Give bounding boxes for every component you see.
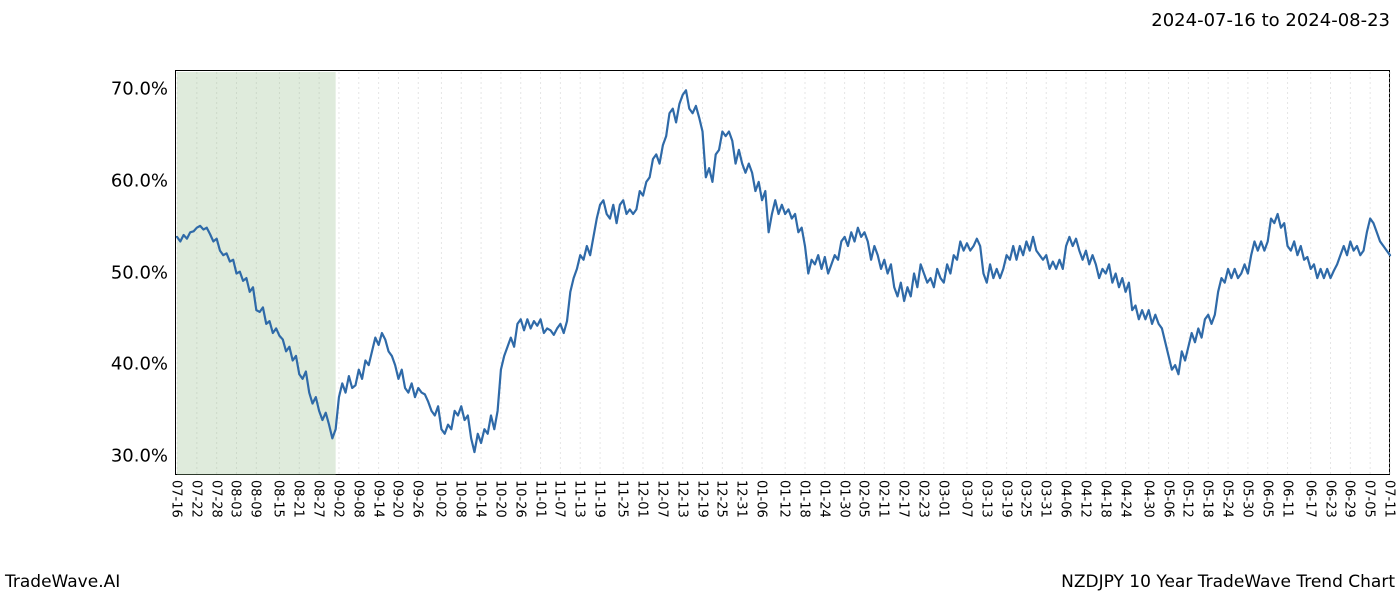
date-range-label: 2024-07-16 to 2024-08-23 bbox=[1151, 10, 1390, 31]
x-tick-label: 03-01 bbox=[935, 480, 950, 518]
x-tick-label: 11-19 bbox=[592, 480, 607, 518]
x-tick-label: 03-19 bbox=[998, 480, 1013, 518]
x-tick-label: 02-17 bbox=[896, 480, 911, 518]
x-tick-label: 01-12 bbox=[777, 480, 792, 518]
x-tick-label: 10-08 bbox=[453, 480, 468, 518]
x-tick-label: 04-30 bbox=[1140, 480, 1155, 518]
x-tick-label: 01-18 bbox=[796, 480, 811, 518]
footer-brand: TradeWave.AI bbox=[5, 572, 120, 592]
x-tick-label: 08-09 bbox=[248, 480, 263, 518]
x-tick-label: 10-20 bbox=[492, 480, 507, 518]
x-tick-label: 07-11 bbox=[1382, 480, 1397, 518]
x-tick-label: 04-18 bbox=[1097, 480, 1112, 518]
x-tick-label: 06-05 bbox=[1259, 480, 1274, 518]
x-tick-label: 03-13 bbox=[978, 480, 993, 518]
x-tick-label: 07-16 bbox=[169, 480, 184, 518]
x-tick-label: 12-25 bbox=[714, 480, 729, 518]
x-tick-label: 01-24 bbox=[816, 480, 831, 518]
x-tick-label: 01-30 bbox=[836, 480, 851, 518]
x-tick-label: 01-06 bbox=[754, 480, 769, 518]
x-tick-label: 04-06 bbox=[1058, 480, 1073, 518]
shade-group bbox=[177, 72, 336, 475]
x-tick-label: 09-26 bbox=[410, 480, 425, 518]
x-tick-label: 06-17 bbox=[1302, 480, 1317, 518]
x-tick-label: 08-03 bbox=[228, 480, 243, 518]
x-tick-label: 04-24 bbox=[1117, 480, 1132, 518]
x-tick-label: 12-31 bbox=[734, 480, 749, 518]
x-tick-label: 12-19 bbox=[694, 480, 709, 518]
x-tick-label: 08-15 bbox=[271, 480, 286, 518]
x-tick-label: 07-28 bbox=[208, 480, 223, 518]
y-tick-label: 60.0% bbox=[68, 170, 168, 191]
x-tick-label: 11-25 bbox=[615, 480, 630, 518]
x-tick-label: 02-05 bbox=[856, 480, 871, 518]
y-tick-label: 50.0% bbox=[68, 262, 168, 283]
x-tick-label: 05-30 bbox=[1239, 480, 1254, 518]
y-tick-label: 70.0% bbox=[68, 79, 168, 100]
chart-container: 2024-07-16 to 2024-08-23 30.0% 40.0% 50.0%… bbox=[0, 0, 1400, 600]
x-tick-label: 05-18 bbox=[1200, 480, 1215, 518]
x-tick-label: 07-05 bbox=[1362, 480, 1377, 518]
grid-group bbox=[177, 72, 1390, 475]
x-tick-label: 11-13 bbox=[572, 480, 587, 518]
x-tick-label: 10-14 bbox=[473, 480, 488, 518]
x-tick-label: 06-29 bbox=[1342, 480, 1357, 518]
x-tick-label: 09-02 bbox=[330, 480, 345, 518]
x-tick-label: 12-01 bbox=[635, 480, 650, 518]
x-tick-label: 03-31 bbox=[1038, 480, 1053, 518]
x-tick-label: 05-24 bbox=[1220, 480, 1235, 518]
x-tick-label: 11-07 bbox=[552, 480, 567, 518]
footer-chart-title: NZDJPY 10 Year TradeWave Trend Chart bbox=[1061, 572, 1395, 592]
x-tick-label: 02-23 bbox=[915, 480, 930, 518]
x-tick-label: 06-11 bbox=[1279, 480, 1294, 518]
x-tick-label: 08-27 bbox=[311, 480, 326, 518]
x-tick-label: 09-14 bbox=[370, 480, 385, 518]
x-tick-label: 09-08 bbox=[350, 480, 365, 518]
plot-area bbox=[175, 70, 1390, 475]
y-tick-label: 40.0% bbox=[68, 354, 168, 375]
x-tick-label: 07-22 bbox=[188, 480, 203, 518]
x-tick-label: 04-12 bbox=[1077, 480, 1092, 518]
x-tick-label: 08-21 bbox=[291, 480, 306, 518]
x-tick-label: 06-23 bbox=[1322, 480, 1337, 518]
x-tick-label: 12-07 bbox=[654, 480, 669, 518]
x-tick-label: 03-25 bbox=[1018, 480, 1033, 518]
y-tick-label: 30.0% bbox=[68, 445, 168, 466]
x-tick-label: 11-01 bbox=[532, 480, 547, 518]
x-tick-label: 02-11 bbox=[876, 480, 891, 518]
x-tick-label: 12-13 bbox=[674, 480, 689, 518]
x-tick-label: 10-26 bbox=[512, 480, 527, 518]
x-tick-label: 10-02 bbox=[433, 480, 448, 518]
x-tick-label: 09-20 bbox=[390, 480, 405, 518]
x-tick-label: 05-12 bbox=[1180, 480, 1195, 518]
chart-svg bbox=[176, 71, 1389, 474]
x-tick-label: 05-06 bbox=[1160, 480, 1175, 518]
x-tick-label: 03-07 bbox=[958, 480, 973, 518]
